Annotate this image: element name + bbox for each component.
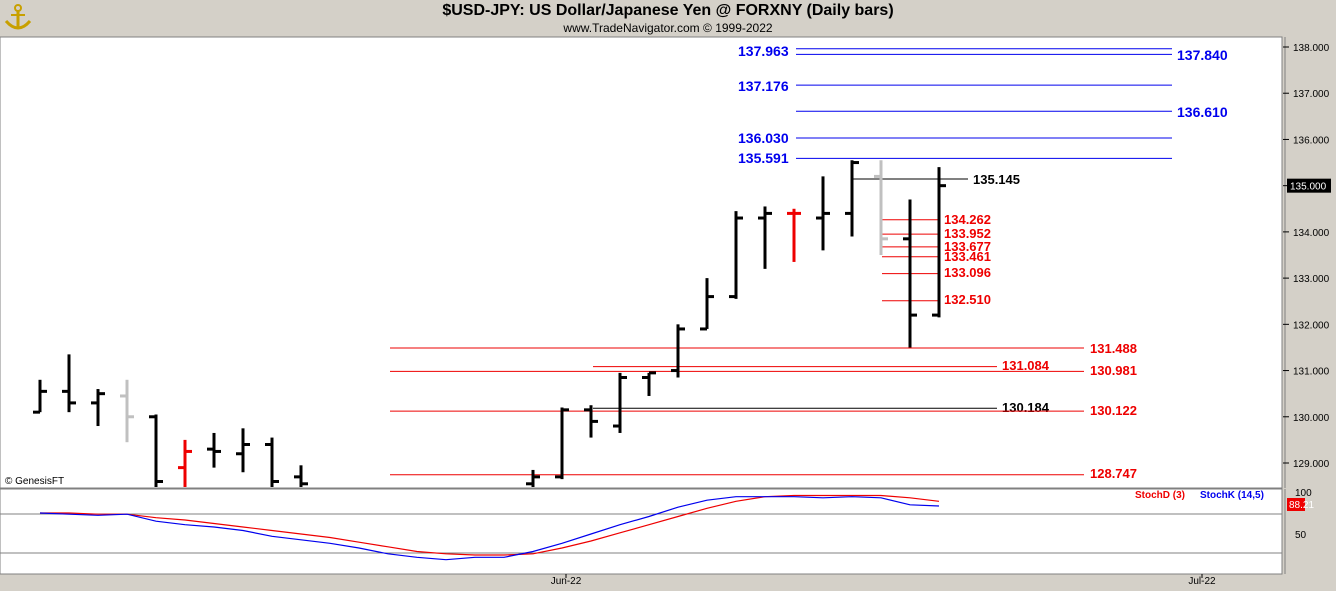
ohlc-bar (642, 371, 656, 396)
ohlc-bar (236, 428, 250, 473)
price-tick-label: 134.000 (1293, 228, 1330, 239)
stochastic-last-box (1287, 498, 1305, 511)
level-label-133-461: 133.461 (944, 249, 991, 264)
stochastic-legend: StochD (3) StochK (14,5) (1135, 490, 1264, 501)
price-tick-label: 137.000 (1293, 89, 1330, 100)
ohlc-bar (91, 389, 105, 427)
ohlc-bar (758, 206, 772, 269)
price-tick-label: 131.000 (1293, 367, 1330, 378)
price-tick-label: 138.000 (1293, 43, 1330, 54)
level-label-136-030: 136.030 (738, 130, 789, 146)
ohlc-bar (584, 405, 598, 438)
ohlc-bar (62, 354, 76, 413)
ohlc-bar (294, 465, 308, 487)
legend-entry-1: StochK (14,5) (1200, 490, 1264, 501)
last-price-badge: 135.000 (1287, 178, 1331, 193)
level-label-132-510: 132.510 (944, 292, 991, 307)
last-price-box (1287, 178, 1331, 193)
level-label-131-488: 131.488 (1090, 341, 1137, 356)
watermark: © GenesisFT (5, 476, 64, 487)
ohlc-bar (207, 432, 221, 468)
level-label-128-747: 128.747 (1090, 466, 1137, 481)
level-label-130-184: 130.184 (1002, 400, 1050, 415)
ohlc-bar (265, 437, 279, 487)
ohlc-bar (729, 211, 743, 299)
ohlc-bar (555, 407, 569, 480)
ohlc-bar (903, 199, 917, 348)
level-label-130-122: 130.122 (1090, 403, 1137, 418)
stochastic-tick-label: 50 (1295, 530, 1307, 541)
legend-entry-0: StochD (3) (1135, 490, 1185, 501)
ohlc-bar (932, 167, 946, 318)
level-label-134-262: 134.262 (944, 212, 991, 227)
stochastic-panel (0, 488, 1283, 575)
stochastic-lines (39, 494, 940, 561)
anchor-logo-icon (4, 4, 32, 30)
stochastic-line-k (39, 496, 940, 561)
level-label-133-096: 133.096 (944, 265, 991, 280)
price-tick-label: 132.000 (1293, 320, 1330, 331)
level-label-135-145: 135.145 (973, 172, 1020, 187)
chart-subtitle: www.TradeNavigator.com © 1999-2022 (563, 21, 773, 35)
level-label-137-176: 137.176 (738, 78, 789, 94)
price-tick-label: 133.000 (1293, 274, 1330, 285)
ohlc-bar (874, 160, 888, 255)
price-axis: 138.000 137.000 136.000 135.000 134.000 133.0… (1283, 37, 1330, 488)
ohlc-bar (787, 208, 801, 262)
price-panel (0, 36, 1283, 489)
stochastic-line-d (40, 494, 940, 556)
ohlc-bar (613, 372, 627, 433)
level-label-137-840: 137.840 (1177, 47, 1228, 63)
ohlc-bar (700, 278, 714, 331)
price-tick-label: 129.000 (1293, 459, 1330, 470)
ohlc-bar (845, 160, 859, 237)
level-label-136-610: 136.610 (1177, 104, 1228, 120)
level-label-133-952: 133.952 (944, 226, 991, 241)
chart-title: $USD-JPY: US Dollar/Japanese Yen @ FORXN… (442, 2, 894, 19)
ohlc-bars (33, 160, 946, 487)
ohlc-bar (178, 439, 192, 487)
date-tick-label: Jul-22 (1188, 576, 1216, 587)
price-tick-label: 130.000 (1293, 413, 1330, 424)
level-label-131-084: 131.084 (1002, 358, 1050, 373)
stochastic-last-label: 88.21 (1289, 500, 1314, 511)
price-levels: 137.963 137.840 137.176 136.610 136.030 135.5… (390, 43, 1228, 481)
ohlc-bar (671, 324, 685, 378)
ohlc-bar (526, 469, 540, 487)
level-label-137-963: 137.963 (738, 43, 789, 59)
stochastic-tick-label: 100 (1295, 488, 1312, 499)
stochastic-axis: 100 50 88.21 (0, 488, 1314, 574)
date-tick-label: Jun-22 (551, 576, 582, 587)
price-tick-label: 136.000 (1293, 135, 1330, 146)
ohlc-bar (816, 176, 830, 251)
level-label-135-591: 135.591 (738, 150, 789, 166)
ohlc-bar (149, 414, 163, 487)
ohlc-bar (120, 379, 134, 443)
date-axis: Jun-22 Jul-22 (551, 574, 1216, 587)
level-label-130-981: 130.981 (1090, 363, 1137, 378)
last-price-label: 135.000 (1290, 182, 1327, 193)
level-label-133-677: 133.677 (944, 239, 991, 254)
ohlc-bar (33, 379, 47, 414)
